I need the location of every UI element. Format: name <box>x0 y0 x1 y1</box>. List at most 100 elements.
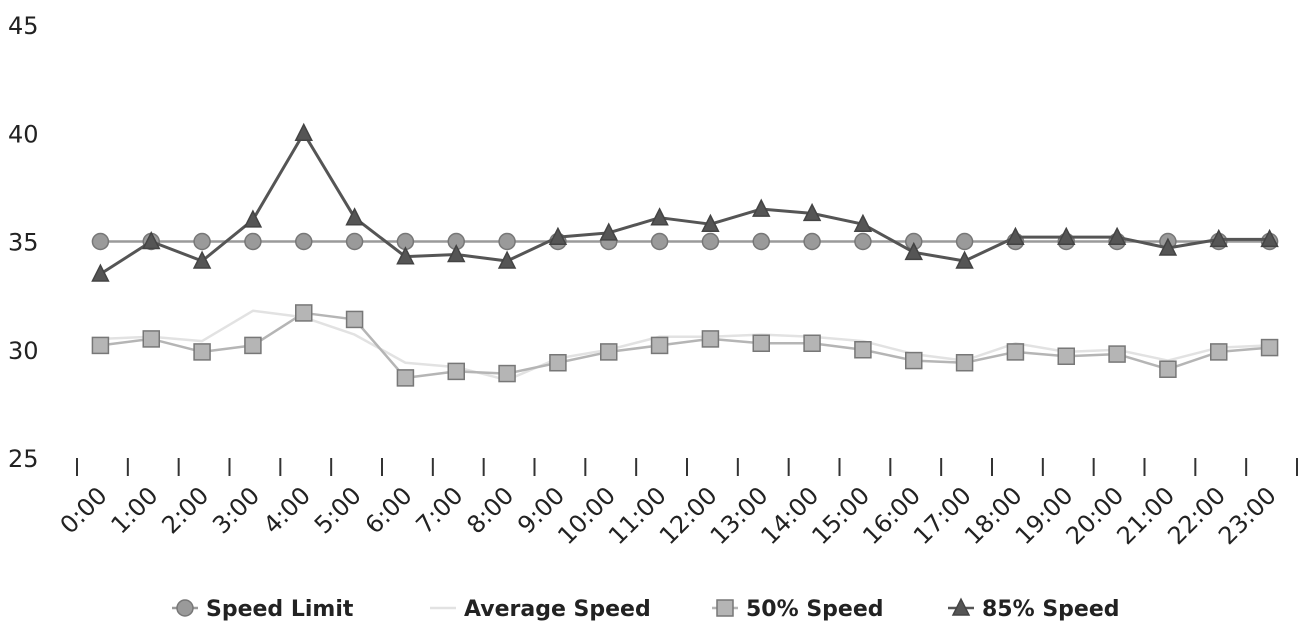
data-point-speed-limit <box>244 232 262 251</box>
x-tick-label: 14:00 <box>756 481 825 550</box>
data-point-50pct-speed <box>752 334 770 353</box>
data-point-85pct-speed <box>650 207 669 226</box>
y-tick-label: 35 <box>8 229 39 257</box>
data-point-50pct-speed <box>1159 360 1177 378</box>
data-point-50pct-speed <box>142 330 160 348</box>
data-point-speed-limit <box>854 232 872 251</box>
x-axis: 0:001:002:003:004:005:006:007:008:009:00… <box>55 458 1298 550</box>
data-point-50pct-speed <box>1210 343 1228 361</box>
data-point-85pct-speed <box>752 198 771 217</box>
series-line-average-speed <box>100 309 1270 382</box>
data-point-50pct-speed <box>701 330 720 348</box>
data-point-50pct-speed <box>1260 338 1279 357</box>
x-tick-label: 2:00 <box>156 481 214 539</box>
data-point-50pct-speed <box>498 364 516 383</box>
data-point-85pct-speed <box>548 226 568 245</box>
data-point-50pct-speed <box>91 336 110 355</box>
x-tick-label: 22:00 <box>1162 481 1231 550</box>
data-point-85pct-speed <box>1057 226 1076 245</box>
data-point-50pct-speed <box>1006 343 1025 361</box>
x-tick-label: 23:00 <box>1213 481 1282 550</box>
data-point-85pct-speed <box>1260 228 1279 248</box>
data-point-50pct-speed <box>193 343 211 361</box>
data-point-speed-limit <box>650 232 669 251</box>
data-point-50pct-speed <box>905 351 923 370</box>
x-tick-label: 16:00 <box>857 481 926 550</box>
x-tick-label: 8:00 <box>461 481 519 539</box>
data-point-85pct-speed <box>1209 228 1228 248</box>
data-point-50pct-speed <box>803 334 821 353</box>
x-tick-label: 12:00 <box>654 481 723 550</box>
series-line-50pct-speed <box>100 311 1270 380</box>
data-point-85pct-speed <box>243 209 263 228</box>
data-point-85pct-speed <box>497 250 517 269</box>
legend-label-average-speed: Average Speed <box>464 597 651 622</box>
data-point-speed-limit <box>752 232 770 251</box>
y-tick-label: 45 <box>8 12 39 40</box>
data-point-speed-limit <box>345 232 364 251</box>
x-tick-label: 17:00 <box>908 481 977 550</box>
x-tick-label: 21:00 <box>1111 481 1180 550</box>
y-tick-label: 40 <box>8 120 39 148</box>
data-point-50pct-speed <box>1057 347 1075 365</box>
data-point-50pct-speed <box>345 310 364 329</box>
legend-marker-85pct-speed <box>951 597 971 616</box>
data-point-85pct-speed <box>904 241 923 261</box>
data-point-speed-limit <box>701 232 720 251</box>
series-layer <box>91 122 1279 387</box>
x-tick-label: 1:00 <box>106 481 164 539</box>
data-point-85pct-speed <box>1107 226 1127 245</box>
legend-label-speed-limit: Speed Limit <box>206 597 354 622</box>
data-point-50pct-speed <box>396 369 415 387</box>
x-tick-label: 4:00 <box>258 481 316 539</box>
data-point-85pct-speed <box>599 222 618 241</box>
data-point-85pct-speed <box>294 122 313 142</box>
data-point-50pct-speed <box>600 343 618 361</box>
x-tick-label: 18:00 <box>959 481 1028 550</box>
data-point-50pct-speed <box>549 353 567 372</box>
data-point-85pct-speed <box>91 263 110 282</box>
data-point-85pct-speed <box>142 231 161 250</box>
data-point-speed-limit <box>498 232 516 251</box>
data-point-85pct-speed <box>701 213 720 232</box>
x-tick-label: 3:00 <box>207 481 265 539</box>
x-tick-label: 11:00 <box>603 481 672 550</box>
x-tick-label: 13:00 <box>705 481 774 550</box>
legend-marker-50pct-speed <box>716 599 734 617</box>
data-point-50pct-speed <box>650 336 669 355</box>
data-point-speed-limit <box>193 232 211 251</box>
y-tick-label: 25 <box>8 445 39 473</box>
data-point-85pct-speed <box>853 213 873 232</box>
data-point-85pct-speed <box>192 250 212 269</box>
x-tick-label: 19:00 <box>1010 481 1079 550</box>
legend: Speed Limit Average Speed 50% Speed 85% Spe… <box>172 597 1120 622</box>
data-point-85pct-speed <box>802 202 822 222</box>
data-point-85pct-speed <box>1158 237 1178 256</box>
data-point-85pct-speed <box>447 244 466 263</box>
data-point-speed-limit <box>803 232 821 251</box>
x-tick-label: 0:00 <box>55 481 113 539</box>
legend-label-50pct-speed: 50% Speed <box>746 597 884 622</box>
data-point-85pct-speed <box>396 246 415 265</box>
x-tick-label: 10:00 <box>552 481 621 550</box>
data-point-50pct-speed <box>955 353 974 372</box>
legend-marker-speed-limit <box>176 599 194 617</box>
y-axis: 25 30 35 40 45 <box>8 12 39 473</box>
data-point-speed-limit <box>955 232 974 251</box>
data-point-50pct-speed <box>244 336 262 355</box>
data-point-85pct-speed <box>955 250 974 269</box>
x-tick-label: 20:00 <box>1061 481 1130 550</box>
data-point-speed-limit <box>91 232 110 251</box>
series-line-85pct-speed <box>99 131 1270 276</box>
x-tick-label: 15:00 <box>806 481 875 550</box>
data-point-85pct-speed <box>1006 226 1025 245</box>
data-point-50pct-speed <box>295 304 313 322</box>
y-tick-label: 30 <box>8 337 39 365</box>
legend-label-85pct-speed: 85% Speed <box>982 597 1120 622</box>
data-point-50pct-speed <box>447 362 465 381</box>
data-point-85pct-speed <box>345 207 364 226</box>
x-tick-label: 7:00 <box>411 481 469 539</box>
x-tick-label: 6:00 <box>360 481 418 539</box>
